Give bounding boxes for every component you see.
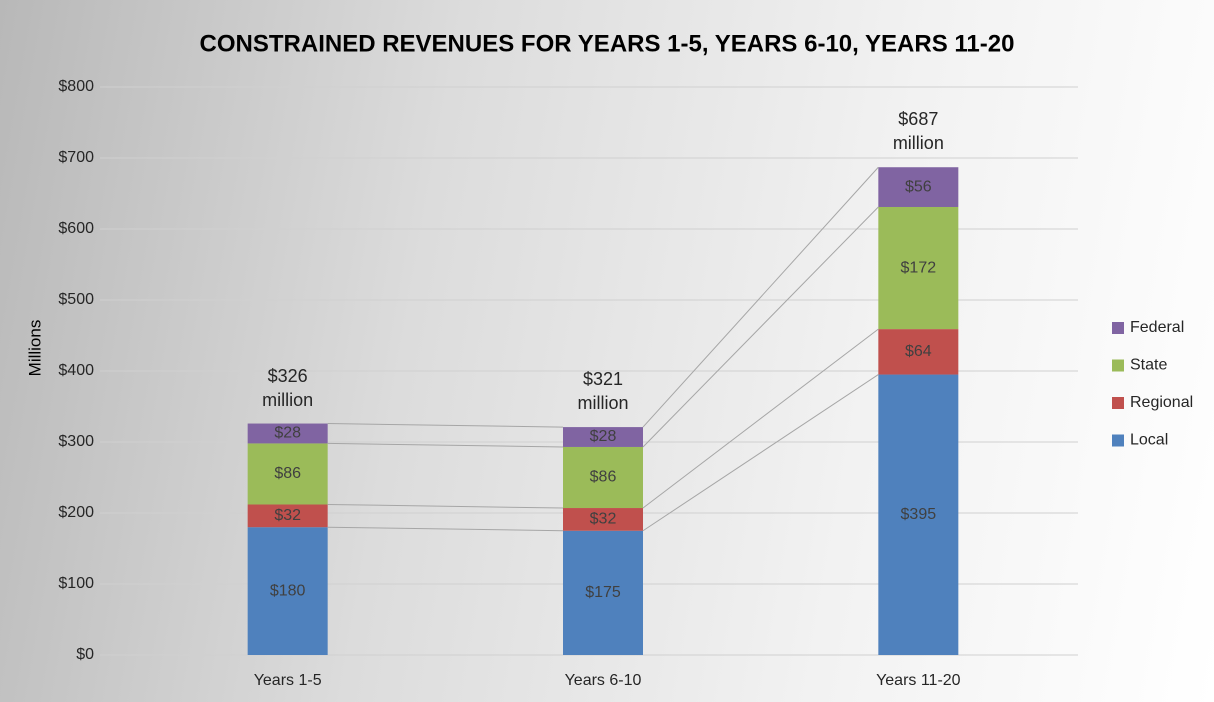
bar-segment xyxy=(563,446,643,509)
y-tick-label: $700 xyxy=(58,149,94,166)
y-axis-label: Millions xyxy=(25,320,44,377)
chart-title: CONSTRAINED REVENUES FOR YEARS 1-5, YEAR… xyxy=(200,30,1015,57)
y-tick-label: $500 xyxy=(58,291,94,308)
connector-line xyxy=(327,442,564,448)
connector-line xyxy=(642,328,879,509)
legend-label: Federal xyxy=(1130,319,1184,336)
y-tick-label: $600 xyxy=(58,220,94,237)
legend-label: State xyxy=(1130,357,1167,374)
connector-line xyxy=(642,206,879,448)
bar-segment xyxy=(878,329,959,375)
data-label: $56 xyxy=(905,178,932,195)
connector-line xyxy=(327,423,564,428)
y-tick-label: $800 xyxy=(58,78,94,95)
data-label: $86 xyxy=(274,465,301,482)
y-tick-label: $200 xyxy=(58,504,94,521)
data-label: $28 xyxy=(274,425,301,442)
bar-segment xyxy=(247,423,328,444)
connector-line xyxy=(327,526,564,532)
data-label: $175 xyxy=(585,584,621,601)
legend-swatch xyxy=(1112,322,1124,334)
data-label: $32 xyxy=(590,511,617,528)
bar-segment xyxy=(563,530,643,655)
bar-segment xyxy=(247,443,328,505)
data-label: $86 xyxy=(590,469,617,486)
bar-segment xyxy=(563,427,643,447)
bar-segment xyxy=(878,206,959,330)
legend-label: Local xyxy=(1130,432,1168,449)
bar-segment xyxy=(878,167,959,207)
y-tick-label: $300 xyxy=(58,433,94,450)
data-label: $28 xyxy=(590,428,617,445)
bar-segment xyxy=(563,508,643,531)
connector-line xyxy=(642,166,879,428)
legend-swatch xyxy=(1112,397,1124,409)
data-label: $395 xyxy=(901,506,937,523)
connector-line xyxy=(642,374,879,532)
total-label: $326 million xyxy=(262,365,314,410)
x-tick-label: Years 6-10 xyxy=(565,672,642,689)
legend-swatch xyxy=(1112,434,1124,447)
data-label: $172 xyxy=(901,259,937,276)
x-tick-label: Years 1-5 xyxy=(254,672,322,689)
total-label: $687 million xyxy=(892,109,944,154)
y-tick-label: $400 xyxy=(58,362,94,379)
y-tick-label: $0 xyxy=(76,646,94,663)
bar-segment xyxy=(878,374,959,655)
y-tick-label: $100 xyxy=(58,575,94,592)
bar-segment xyxy=(247,527,328,655)
data-label: $180 xyxy=(270,582,306,599)
legend-swatch xyxy=(1112,359,1124,372)
data-label: $32 xyxy=(274,507,301,524)
total-label: $321 million xyxy=(577,369,629,414)
legend-label: Regional xyxy=(1130,394,1193,411)
data-label: $64 xyxy=(905,343,932,360)
bar-segment xyxy=(247,504,328,528)
connector-line xyxy=(327,503,564,509)
x-tick-label: Years 11-20 xyxy=(876,672,961,689)
